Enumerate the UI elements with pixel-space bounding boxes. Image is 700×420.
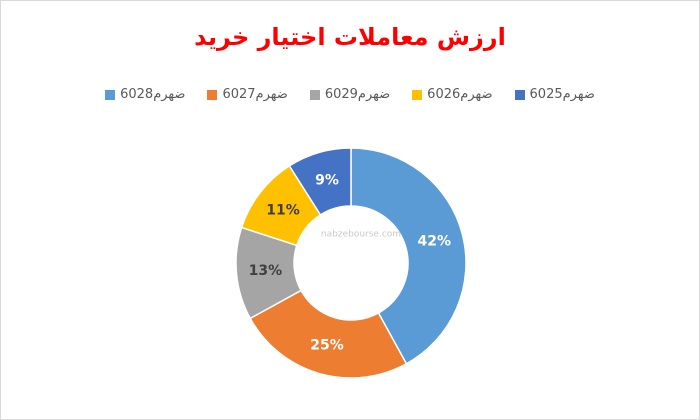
legend-item: ضهرم6029	[309, 87, 391, 102]
legend-label: ضهرم6027	[222, 87, 288, 102]
donut-segment	[249, 289, 408, 379]
data-label: 9%	[315, 172, 339, 188]
donut-segment	[350, 147, 467, 365]
data-label: 25%	[310, 338, 344, 354]
legend-item: ضهرم6027	[207, 87, 288, 102]
chart-title: ارزش معاملات اختیار خرید	[194, 23, 506, 51]
legend-item: ضهرم6026	[412, 87, 493, 102]
legend-swatch	[309, 89, 320, 100]
data-label: 11%	[266, 202, 300, 218]
legend-swatch	[105, 89, 116, 100]
legend-swatch	[412, 89, 423, 100]
legend-item: ضهرم6025	[514, 87, 595, 102]
legend-swatch	[514, 89, 525, 100]
legend: ضهرم6028 ضهرم6027 ضهرم6029 ضهرم6026 ضهرم6025	[1, 87, 699, 102]
legend-label: ضهرم6029	[324, 87, 391, 102]
legend-swatch	[207, 89, 218, 100]
data-label: 42%	[418, 234, 452, 250]
watermark: nabzebourse.com	[321, 230, 401, 240]
legend-label: ضهرم6025	[529, 87, 595, 102]
legend-item: ضهرم6028	[105, 87, 185, 102]
legend-label: ضهرم6028	[120, 87, 186, 102]
donut-segment	[288, 147, 352, 216]
data-label: 13%	[249, 263, 283, 279]
legend-label: ضهرم6026	[427, 87, 493, 102]
